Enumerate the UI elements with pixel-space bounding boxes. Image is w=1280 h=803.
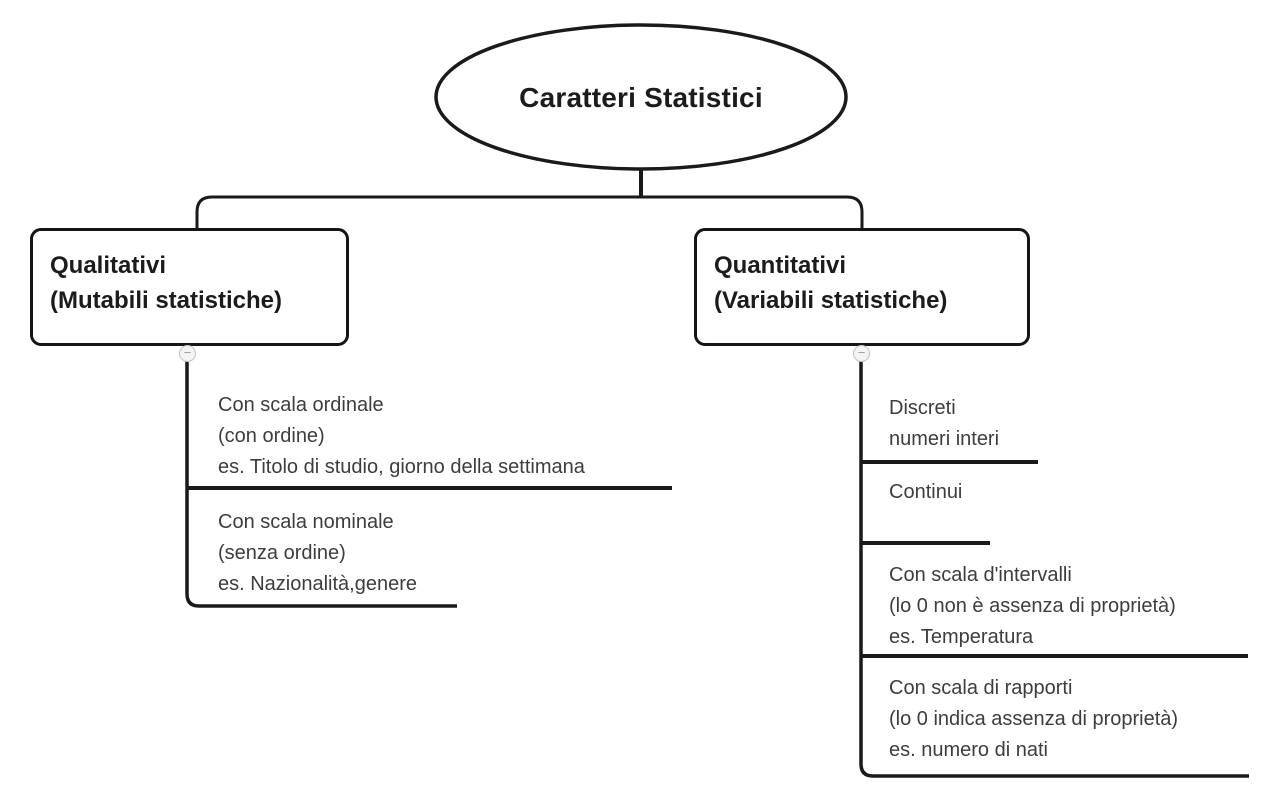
node-line: es. Temperatura bbox=[889, 626, 1034, 648]
node-line: (con ordine) bbox=[218, 425, 325, 447]
branch-title-quantitativi: Quantitativi bbox=[714, 252, 847, 279]
node-line: Con scala nominale bbox=[218, 511, 394, 533]
node-line: (senza ordine) bbox=[218, 542, 346, 564]
collapse-toggle-minus-icon-quantitativi[interactable]: − bbox=[853, 345, 870, 362]
node-line: (lo 0 non è assenza di proprietà) bbox=[889, 595, 1176, 617]
branch-bracket-line bbox=[195, 195, 864, 230]
node-scala-rapporti: Con scala di rapporti (lo 0 indica assen… bbox=[889, 673, 1178, 766]
node-scala-intervalli: Con scala d'intervalli (lo 0 non è assen… bbox=[889, 560, 1176, 653]
node-line: es. numero di nati bbox=[889, 739, 1048, 761]
qualitativi-spine-line bbox=[185, 346, 457, 608]
node-line: Con scala di rapporti bbox=[889, 677, 1073, 699]
node-line: es. Titolo di studio, giorno della setti… bbox=[218, 456, 585, 478]
node-line: Discreti bbox=[889, 397, 956, 419]
branch-box-qualitativi: Qualitativi (Mutabili statistiche) bbox=[30, 228, 349, 346]
branch-title-qualitativi: Qualitativi bbox=[50, 252, 167, 279]
node-scala-ordinale: Con scala ordinale (con ordine) es. Tito… bbox=[218, 390, 585, 483]
node-line: (lo 0 indica assenza di proprietà) bbox=[889, 708, 1179, 730]
node-line: es. Nazionalità,genere bbox=[218, 573, 418, 595]
node-line: numeri interi bbox=[889, 428, 1000, 450]
branch-box-quantitativi: Quantitativi (Variabili statistiche) bbox=[694, 228, 1030, 346]
branch-subtitle-qualitativi: (Mutabili statistiche) bbox=[50, 287, 283, 314]
branch-subtitle-quantitativi: (Variabili statistiche) bbox=[714, 287, 948, 314]
node-line: Con scala ordinale bbox=[218, 394, 384, 416]
quantitativi-spine-line bbox=[859, 346, 1249, 778]
node-line: Continui bbox=[889, 481, 963, 503]
node-discreti: Discreti numeri interi bbox=[889, 393, 999, 455]
node-line: Con scala d'intervalli bbox=[889, 564, 1072, 586]
root-node-label: Caratteri Statistici bbox=[519, 82, 763, 113]
node-continui: Continui bbox=[889, 477, 962, 508]
node-scala-nominale: Con scala nominale (senza ordine) es. Na… bbox=[218, 507, 417, 600]
collapse-toggle-minus-icon-qualitativi[interactable]: − bbox=[179, 345, 196, 362]
